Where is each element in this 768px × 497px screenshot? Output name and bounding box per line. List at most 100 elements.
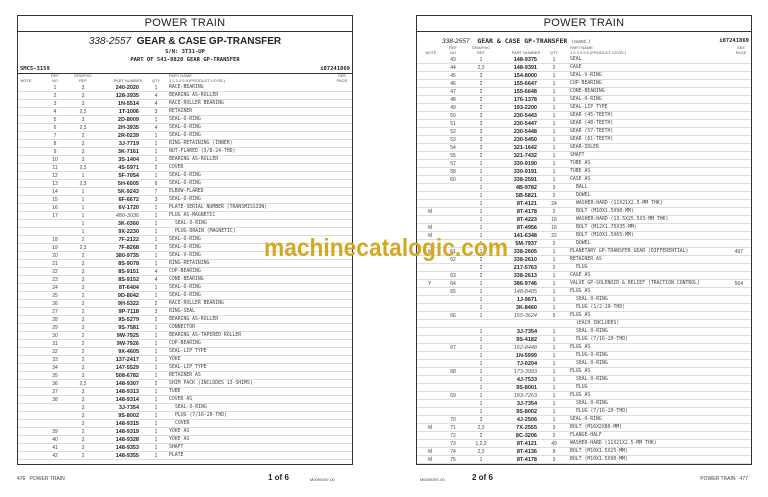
part-number[interactable]: 321-7432 <box>513 153 537 159</box>
part-number[interactable]: 2R-0239 <box>117 133 139 139</box>
part-number[interactable]: 4J-2506 <box>516 417 537 423</box>
part-number[interactable]: 1T-1006 <box>118 109 139 115</box>
part-number[interactable]: 480-3036 <box>115 213 139 219</box>
part-number[interactable]: 7F-2122 <box>118 237 140 243</box>
part-number[interactable]: 8C-3206 <box>515 433 537 439</box>
part-number[interactable]: 386-9746 <box>513 281 537 287</box>
part-number[interactable]: 193-2200 <box>513 105 537 111</box>
part-number[interactable]: 330-9190 <box>513 161 537 167</box>
part-number[interactable]: 137-2417 <box>115 357 139 363</box>
part-number[interactable]: 3K-8460 <box>515 305 537 311</box>
part-number[interactable]: 321-1642 <box>513 145 537 151</box>
part-number[interactable]: 148-9375 <box>513 57 537 63</box>
part-number[interactable]: 5H-6005 <box>117 181 139 187</box>
part-number[interactable]: 1N-5999 <box>515 353 537 359</box>
part-number[interactable]: 8T-4121 <box>516 201 537 207</box>
left-page-of: 1 of 6 <box>268 473 289 482</box>
part-number[interactable]: 338-2591 <box>513 177 537 183</box>
part-number[interactable]: 5M-7937 <box>515 241 537 247</box>
part-number[interactable]: 148-8405 <box>513 289 537 295</box>
part-number[interactable]: 7J-0204 <box>516 361 537 367</box>
part-number[interactable]: 8T-4956 <box>516 225 537 231</box>
part-number[interactable]: 9S-8001 <box>516 385 537 391</box>
part-number[interactable]: 148-9353 <box>115 445 139 451</box>
part-number[interactable]: 6V-1720 <box>118 205 140 211</box>
part-number[interactable]: 5K-9243 <box>117 189 139 195</box>
part-number[interactable]: 230-5447 <box>513 121 537 127</box>
part-number[interactable]: 8T-4136 <box>516 449 537 455</box>
part-number[interactable]: 176-1378 <box>513 97 537 103</box>
part-number[interactable]: 148-9355 <box>115 453 139 459</box>
part-number[interactable]: 3J-7354 <box>516 329 537 335</box>
part-number[interactable]: 4B-9782 <box>515 185 537 191</box>
part-number[interactable]: 338-2613 <box>513 273 537 279</box>
part-number[interactable]: 148-9314 <box>115 397 139 403</box>
part-number[interactable]: 9S-8002 <box>516 409 537 415</box>
part-number[interactable]: 1N-5514 <box>117 101 139 107</box>
part-number[interactable]: 3J-7354 <box>118 405 139 411</box>
part-number[interactable]: 330-9191 <box>513 169 537 175</box>
see-page[interactable]: 497 <box>734 249 743 255</box>
part-number[interactable]: 2H-3935 <box>117 125 139 131</box>
part-number[interactable]: 4J-7533 <box>516 377 537 383</box>
part-number[interactable]: 155-6647 <box>513 81 537 87</box>
part-number[interactable]: 148-9313 <box>115 389 139 395</box>
part-number[interactable]: 6F-6672 <box>118 197 140 203</box>
see-page[interactable]: 564 <box>734 281 743 287</box>
part-number[interactable]: 9S-5279 <box>118 317 139 323</box>
part-number[interactable]: 9S-4182 <box>516 337 537 343</box>
part-number[interactable]: 9W-7925 <box>116 333 139 339</box>
part-number[interactable]: 5B-5821 <box>515 193 537 199</box>
part-number[interactable]: 4S-5971 <box>118 165 139 171</box>
part-number[interactable]: 2D-8009 <box>117 117 139 123</box>
part-number[interactable]: 183-7263 <box>513 393 537 399</box>
part-number[interactable]: 9X-2230 <box>118 229 139 235</box>
part-number[interactable]: 154-8000 <box>513 73 537 79</box>
part-number[interactable]: 8S-9078 <box>118 261 139 267</box>
part-number[interactable]: 3S-1404 <box>118 157 139 163</box>
part-number[interactable]: 240-2020 <box>115 85 139 91</box>
part-number[interactable]: 9S-8002 <box>118 413 139 419</box>
part-number[interactable]: 8T-4178 <box>516 209 537 215</box>
part-number[interactable]: 9W-7926 <box>116 341 139 347</box>
part-number[interactable]: 148-9319 <box>115 429 139 435</box>
part-number[interactable]: 7F-8268 <box>118 245 140 251</box>
part-number[interactable]: 8S-9151 <box>118 269 139 275</box>
part-number[interactable]: 155-6648 <box>513 89 537 95</box>
part-number[interactable]: 8T-4121 <box>516 441 537 447</box>
part-number[interactable]: 8T-4178 <box>516 457 537 463</box>
part-number[interactable]: 230-5443 <box>513 113 537 119</box>
part-number[interactable]: 230-5450 <box>513 137 537 143</box>
part-number[interactable]: 9X-4605 <box>118 349 139 355</box>
part-number[interactable]: 147-5529 <box>115 365 139 371</box>
part-number[interactable]: 148-9315 <box>115 421 139 427</box>
part-number[interactable]: 148-9307 <box>115 381 139 387</box>
part-number[interactable]: 128-3935 <box>115 93 139 99</box>
part-number[interactable]: 380-9735 <box>115 253 139 259</box>
part-number[interactable]: 162-8448 <box>513 345 537 351</box>
part-number[interactable]: 8S-9152 <box>118 277 139 283</box>
part-number[interactable]: 3J-7719 <box>118 141 139 147</box>
part-number[interactable]: 338-2610 <box>513 257 537 263</box>
part-number[interactable]: 9D-8042 <box>117 293 139 299</box>
part-number[interactable]: 1J-9671 <box>516 297 537 303</box>
part-number[interactable]: 9P-7118 <box>118 309 140 315</box>
part-number[interactable]: 8T-6404 <box>118 285 139 291</box>
part-number[interactable]: 9H-5322 <box>117 301 139 307</box>
part-number[interactable]: 8T-4223 <box>516 217 537 223</box>
part-number[interactable]: 3K-7161 <box>117 149 139 155</box>
part-number[interactable]: 3J-7354 <box>516 401 537 407</box>
part-number[interactable]: 217-5763 <box>513 265 537 271</box>
part-number[interactable]: 508-6782 <box>115 373 139 379</box>
part-number[interactable]: 9S-7581 <box>118 325 139 331</box>
part-number[interactable]: 230-5448 <box>513 129 537 135</box>
part-number[interactable]: 148-9391 <box>513 65 537 71</box>
part-number[interactable]: 7X-2555 <box>516 425 537 431</box>
part-number[interactable]: 155-3624 <box>513 313 537 319</box>
part-number[interactable]: 338-2605 <box>513 249 537 255</box>
part-number[interactable]: 148-9328 <box>115 437 139 443</box>
part-number[interactable]: 141-6348 <box>513 233 537 239</box>
part-number[interactable]: 5F-7054 <box>118 173 140 179</box>
part-number[interactable]: 3K-0360 <box>117 221 139 227</box>
part-number[interactable]: 173-3993 <box>513 369 537 375</box>
